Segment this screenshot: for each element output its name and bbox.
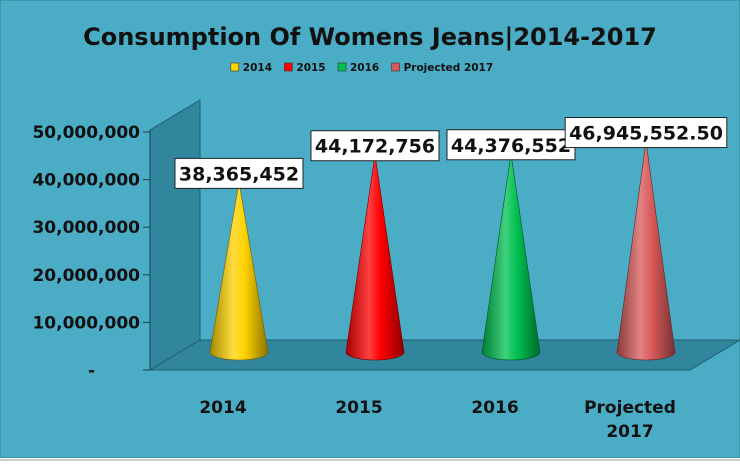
y-tick-label: 20,000,000: [32, 266, 140, 286]
data-label: 46,945,552.50: [564, 117, 728, 149]
x-tick-label: Projected: [584, 398, 676, 418]
legend-label: 2016: [350, 62, 379, 74]
y-axis: - 10,000,000 20,000,000 30,000,000 40,000,00…: [32, 123, 150, 381]
x-axis: 2014 2015 2016 Projected 2017: [199, 398, 676, 442]
legend-swatch: [391, 62, 400, 72]
floor: [148, 339, 740, 371]
legend-swatch: [284, 62, 293, 72]
data-label-box: [310, 130, 440, 162]
data-label-box: [446, 129, 576, 161]
data-labels: 38,365,452 44,172,756 44,376,55246,945,552…: [174, 117, 728, 189]
y-tick-label: 10,000,000: [32, 313, 140, 333]
legend-item: Projected 2017: [391, 62, 494, 74]
legend: 2014 2015 2016 Projected 2017: [230, 62, 494, 74]
cone-projected-2017: [616, 141, 676, 361]
data-label-box: [564, 117, 728, 149]
y-tick-label: 30,000,000: [32, 218, 140, 238]
x-tick-label: 2014: [199, 398, 246, 418]
bottom-strip: [0, 458, 740, 470]
cone-2016: [481, 153, 541, 361]
legend-swatch: [337, 62, 347, 72]
x-tick-label: 2016: [471, 398, 518, 418]
cone-2015: [345, 154, 405, 361]
y-tick-label: -: [88, 361, 95, 381]
y-tick-label: 40,000,000: [32, 171, 140, 191]
cone-series: [209, 141, 676, 361]
data-label: 44,172,756: [310, 130, 440, 162]
data-label-text: 44,172,756: [315, 136, 435, 158]
data-label-text: 46,945,552.50: [569, 123, 723, 145]
data-label: 44,376,552: [446, 129, 576, 161]
legend-swatch: [230, 62, 240, 72]
data-label-text: 38,365,452: [179, 163, 299, 185]
y-tick-label: 50,000,000: [32, 123, 140, 143]
legend-label: 2015: [296, 62, 325, 74]
legend-item: 2016: [337, 62, 379, 74]
data-label-box: [174, 157, 304, 189]
legend-item: 2014: [230, 62, 272, 74]
legend-item: 2015: [284, 62, 326, 74]
cone-2014: [209, 182, 269, 361]
data-label: 38,365,452: [174, 157, 304, 189]
data-label-text: 44,376,552: [451, 135, 571, 157]
x-tick-label: 2015: [335, 398, 382, 418]
x-tick-label: 2017: [606, 422, 653, 442]
chart-title: Consumption Of Womens Jeans|2014-2017: [83, 23, 657, 51]
legend-label: Projected 2017: [404, 62, 494, 74]
side-wall: [149, 99, 201, 371]
legend-label: 2014: [243, 62, 272, 74]
